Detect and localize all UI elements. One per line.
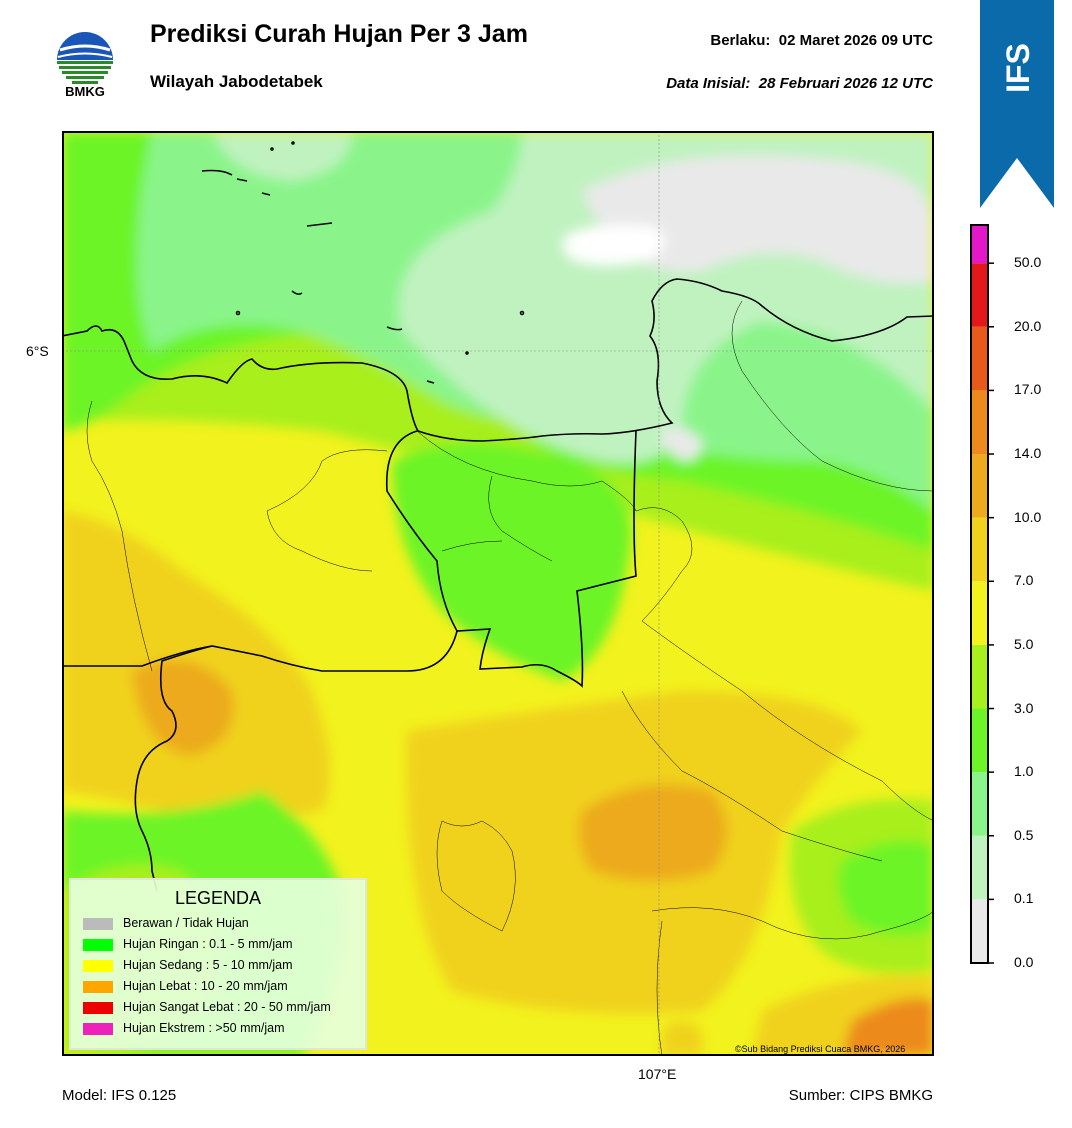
colorbar-tick-label: 5.0 [1014,635,1034,652]
legend-item: Hujan Lebat : 10 - 20 mm/jam [83,979,288,997]
rainfall-map [62,131,934,1056]
latitude-label: 6°S [26,343,49,359]
initial-value: 28 Februari 2026 12 UTC [758,75,933,92]
colorbar-frame [970,224,989,964]
valid-value: 02 Maret 2026 09 UTC [778,32,933,49]
colorbar-tick-label: 14.0 [1014,445,1042,462]
colorbar [970,224,994,964]
legend-swatch [83,917,113,930]
legend-box: LEGENDA Berawan / Tidak Hujan Hujan Ringa… [69,878,367,1050]
ifs-ribbon [980,0,1054,208]
legend-label: Berawan / Tidak Hujan [123,916,249,930]
valid-time: Berlaku: 02 Maret 2026 09 UTC [710,32,933,49]
model-label: Model: IFS 0.125 [62,1087,177,1104]
legend-item: Hujan Ekstrem : >50 mm/jam [83,1021,285,1039]
ribbon-text: IFS [1000,43,1036,93]
source-label: Sumber: CIPS BMKG [788,1087,933,1104]
colorbar-segment [971,263,988,327]
colorbar-segment [971,644,988,709]
legend-item: Hujan Sangat Lebat : 20 - 50 mm/jam [83,1000,331,1018]
colorbar-segment [971,581,988,645]
colorbar-tick-label: 0.5 [1014,826,1034,843]
page-title: Prediksi Curah Hujan Per 3 Jam [150,20,528,48]
initial-time: Data Inisial: 28 Februari 2026 12 UTC [666,75,933,92]
legend-label: Hujan Sedang : 5 - 10 mm/jam [123,958,293,972]
legend-swatch [83,1001,113,1014]
map-credit: ©Sub Bidang Prediksi Cuaca BMKG, 2026 [735,1044,906,1054]
longitude-label: 107°E [638,1066,677,1082]
colorbar-tick-label: 7.0 [1014,572,1034,589]
colorbar-tick-label: 50.0 [1014,254,1042,271]
ribbon-label: IFS [1000,43,1036,93]
bmkg-logo-icon [57,32,113,84]
colorbar-tick-label: 20.0 [1014,317,1042,334]
colorbar-segment [971,899,988,963]
colorbar-tick-label: 0.0 [1014,954,1034,970]
colorbar-tick-label: 3.0 [1014,699,1034,716]
colorbar-segment [971,517,988,582]
legend-item: Hujan Ringan : 0.1 - 5 mm/jam [83,937,293,955]
colorbar-segment [971,225,988,264]
colorbar-tick-label: 0.1 [1014,890,1034,907]
legend-label: Hujan Lebat : 10 - 20 mm/jam [123,979,288,993]
legend-swatch [83,938,113,951]
colorbar-segment [971,835,988,900]
legend-swatch [83,980,113,993]
colorbar-tick-label: 10.0 [1014,508,1042,525]
legend-label: Hujan Ringan : 0.1 - 5 mm/jam [123,937,293,951]
legend-swatch [83,1022,113,1035]
legend-label: Hujan Ekstrem : >50 mm/jam [123,1021,285,1035]
initial-label: Data Inisial: [666,75,751,92]
colorbar-tick-label: 17.0 [1014,381,1042,398]
legend-label: Hujan Sangat Lebat : 20 - 50 mm/jam [123,1000,331,1014]
legend-title: LEGENDA [174,888,262,908]
colorbar-segment [971,326,988,391]
colorbar-segment [971,390,988,455]
legend-swatch [83,959,113,972]
legend-item: Hujan Sedang : 5 - 10 mm/jam [83,958,293,976]
colorbar-segment [971,454,988,518]
colorbar-tick-label: 1.0 [1014,763,1034,780]
legend-item: Berawan / Tidak Hujan [83,916,249,934]
logo-text: BMKG [65,84,105,99]
colorbar-segment [971,772,988,836]
page-subtitle: Wilayah Jabodetabek [150,72,323,91]
valid-label: Berlaku: [710,32,771,49]
colorbar-segment [971,708,988,773]
